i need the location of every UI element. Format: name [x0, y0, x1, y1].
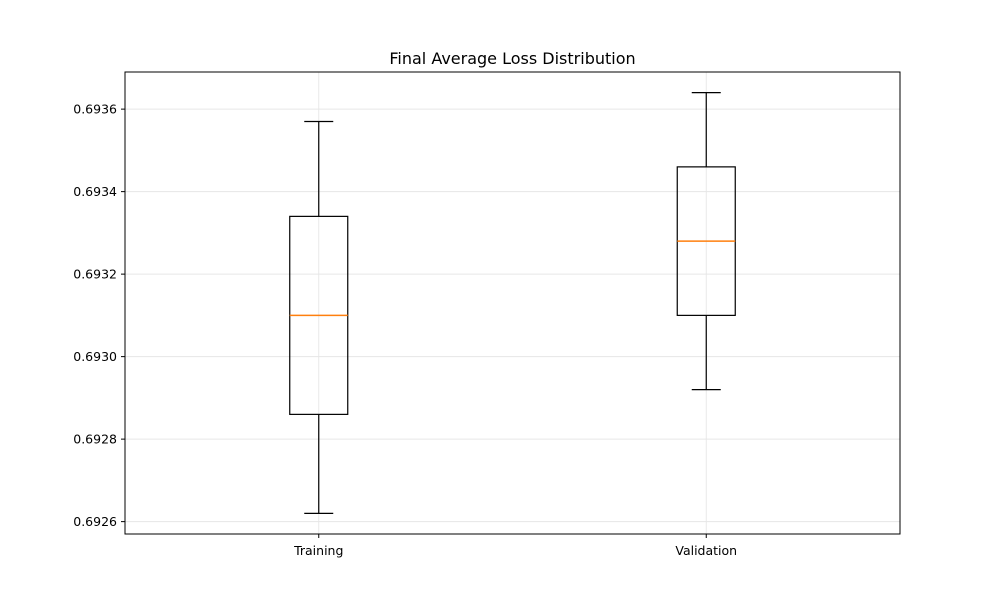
y-tick-label: 0.6930: [73, 349, 117, 364]
y-tick-label: 0.6936: [73, 102, 117, 117]
plot-frame: [124, 71, 901, 535]
axes: 0.6926 0.6928 0.6930 0.6932 0.6934 0.6936 Trai…: [73, 71, 901, 558]
y-tick-label: 0.6926: [73, 514, 117, 529]
y-tick-label: 0.6932: [73, 267, 117, 282]
grid-lines: [125, 72, 900, 534]
box-training: [289, 120, 349, 514]
y-tick-label: 0.6928: [73, 432, 117, 447]
boxes: [289, 92, 736, 514]
box-validation: [676, 92, 736, 391]
x-tick-label: Training: [293, 543, 343, 558]
x-tick-label: Validation: [675, 543, 737, 558]
chart-title: Final Average Loss Distribution: [389, 49, 635, 68]
y-tick-label: 0.6934: [73, 184, 117, 199]
